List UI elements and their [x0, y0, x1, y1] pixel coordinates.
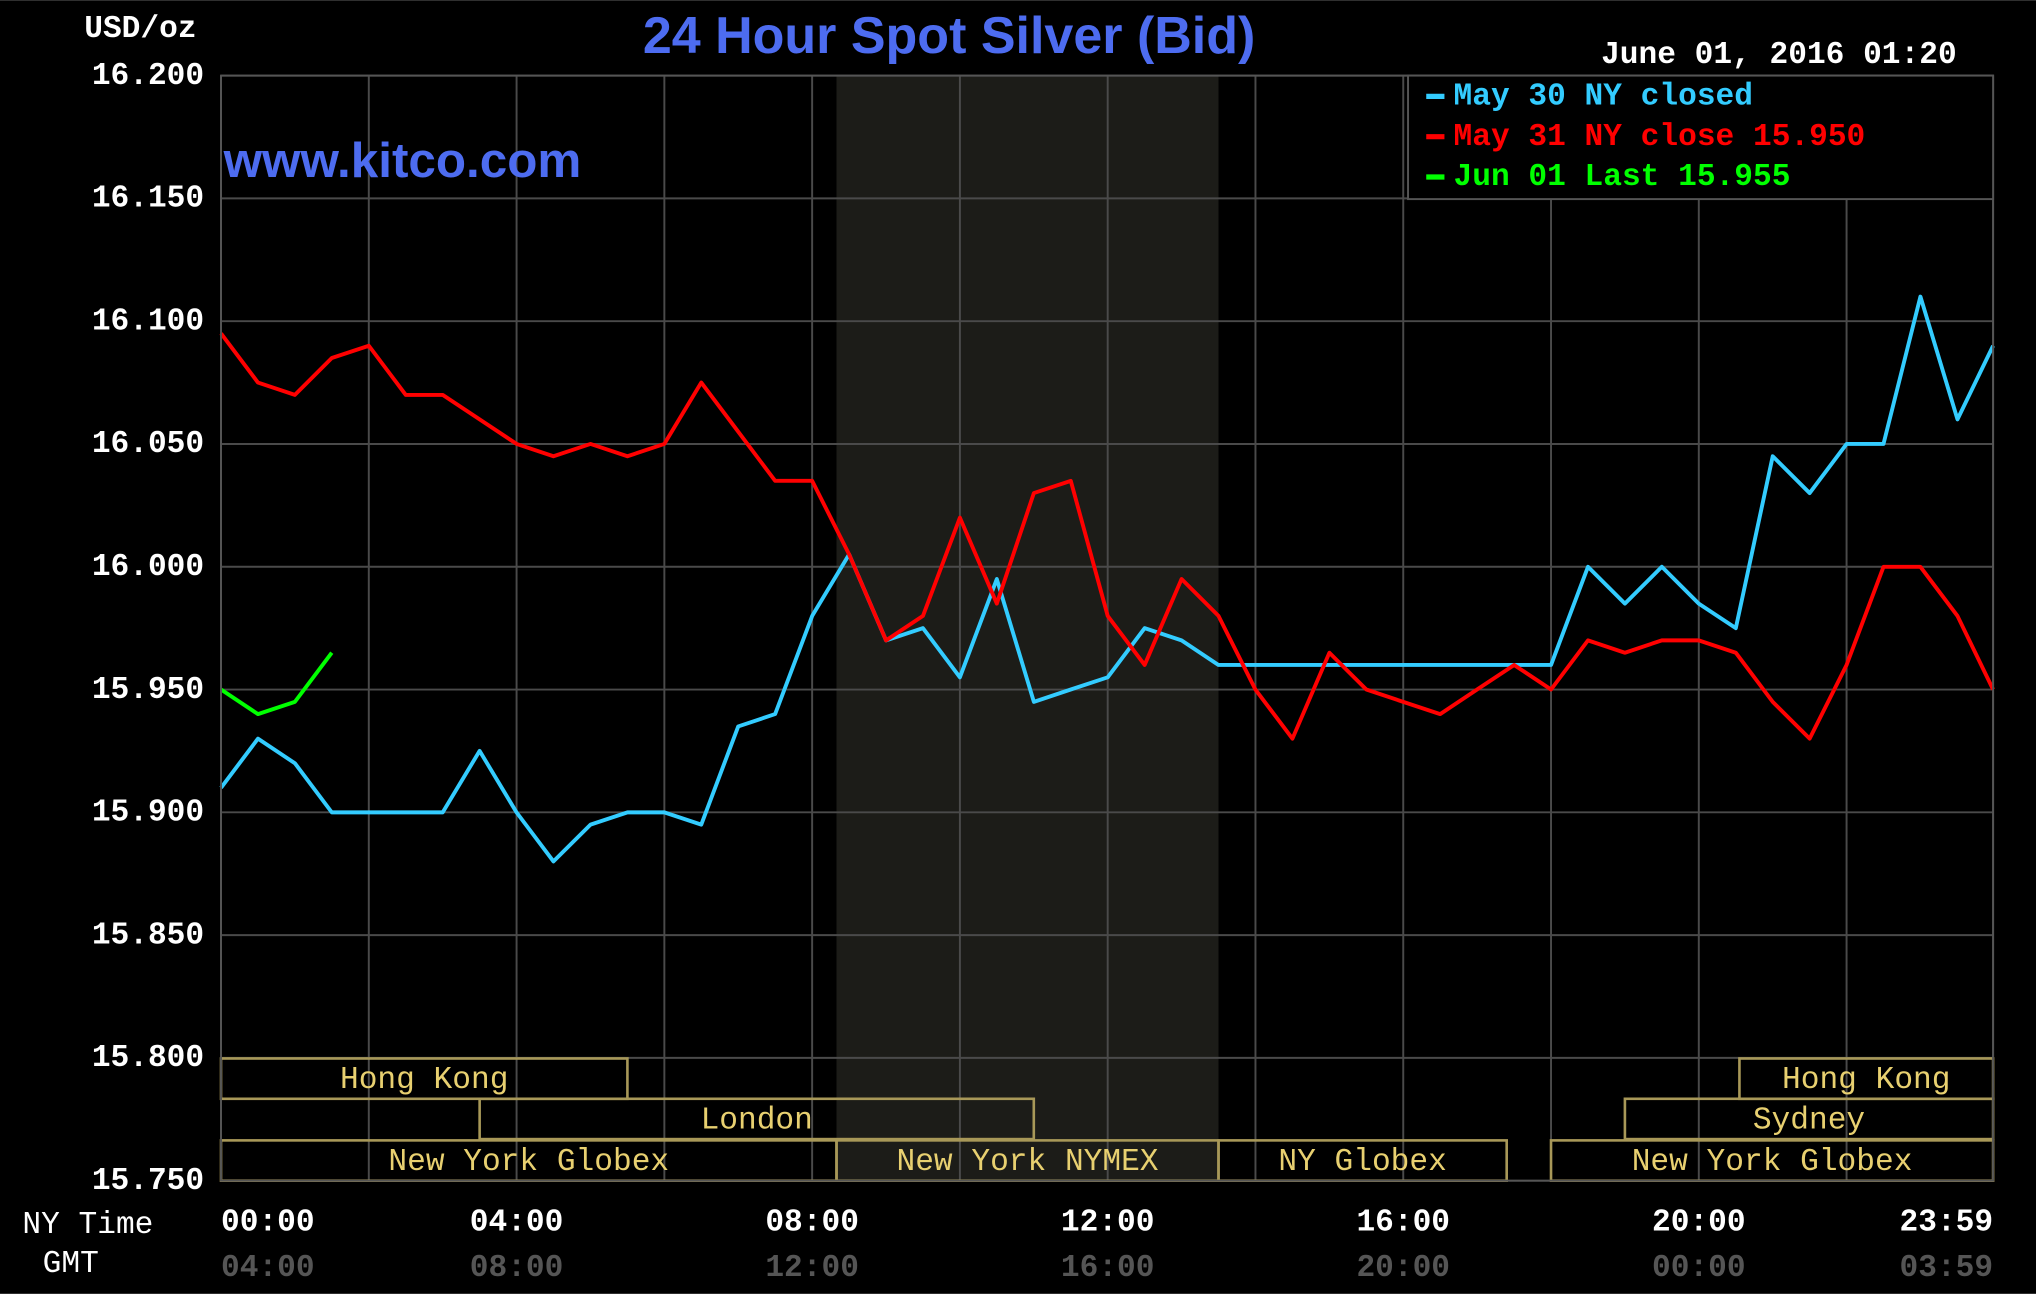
timestamp: June 01, 2016 01:20 — [1601, 38, 1957, 73]
x-tick-label: 00:00 — [221, 1206, 315, 1241]
x-axis-label: NY Time — [22, 1208, 153, 1243]
x2-tick-label: 04:00 — [221, 1251, 315, 1286]
y-tick-label: 16.050 — [92, 427, 204, 462]
x2-tick-label: 12:00 — [765, 1251, 859, 1286]
x2-axis-label: GMT — [43, 1247, 99, 1282]
x2-tick-label: 03:59 — [1900, 1251, 1994, 1286]
y-tick-label: 15.950 — [92, 673, 204, 708]
chart-title: 24 Hour Spot Silver (Bid) — [643, 7, 1256, 65]
session-label: NY Globex — [1278, 1145, 1446, 1180]
y-tick-label: 15.750 — [92, 1164, 204, 1199]
session-label: Hong Kong — [340, 1063, 508, 1098]
session-label: New York Globex — [1632, 1145, 1913, 1180]
plot-border — [220, 74, 1995, 1182]
session-label: New York Globex — [388, 1145, 669, 1180]
x2-tick-label: 16:00 — [1061, 1251, 1155, 1286]
y-tick-label: 15.900 — [92, 796, 204, 831]
highlight-band — [836, 75, 1219, 1181]
session-label: Sydney — [1753, 1103, 1865, 1138]
series-line — [219, 294, 1995, 864]
legend-box — [1407, 74, 1995, 201]
y-axis-label: USD/oz — [84, 12, 196, 47]
x-tick-label: 23:59 — [1900, 1206, 1994, 1241]
y-tick-label: 15.800 — [92, 1041, 204, 1076]
y-tick-label: 16.000 — [92, 550, 204, 585]
legend-label: Jun 01 Last 15.955 — [1454, 160, 1791, 195]
x-tick-label: 20:00 — [1652, 1206, 1746, 1241]
x2-tick-label: 20:00 — [1356, 1251, 1450, 1286]
session-label: London — [701, 1103, 813, 1138]
x-tick-label: 12:00 — [1061, 1206, 1155, 1241]
y-tick-label: 15.850 — [92, 918, 204, 953]
series-line — [219, 332, 1995, 741]
session-label: Hong Kong — [1782, 1063, 1950, 1098]
x-tick-label: 16:00 — [1356, 1206, 1450, 1241]
legend-label: May 31 NY close 15.950 — [1454, 120, 1866, 155]
x2-tick-label: 08:00 — [470, 1251, 564, 1286]
legend-label: May 30 NY closed — [1454, 80, 1753, 115]
y-tick-label: 16.200 — [92, 59, 204, 94]
x2-tick-label: 00:00 — [1652, 1251, 1746, 1286]
x-tick-label: 08:00 — [765, 1206, 859, 1241]
x-tick-label: 04:00 — [470, 1206, 564, 1241]
y-tick-label: 16.150 — [92, 182, 204, 217]
y-tick-label: 16.100 — [92, 304, 204, 339]
watermark: www.kitco.com — [223, 133, 582, 188]
session-label: New York NYMEX — [897, 1145, 1159, 1180]
series-line — [219, 651, 334, 717]
